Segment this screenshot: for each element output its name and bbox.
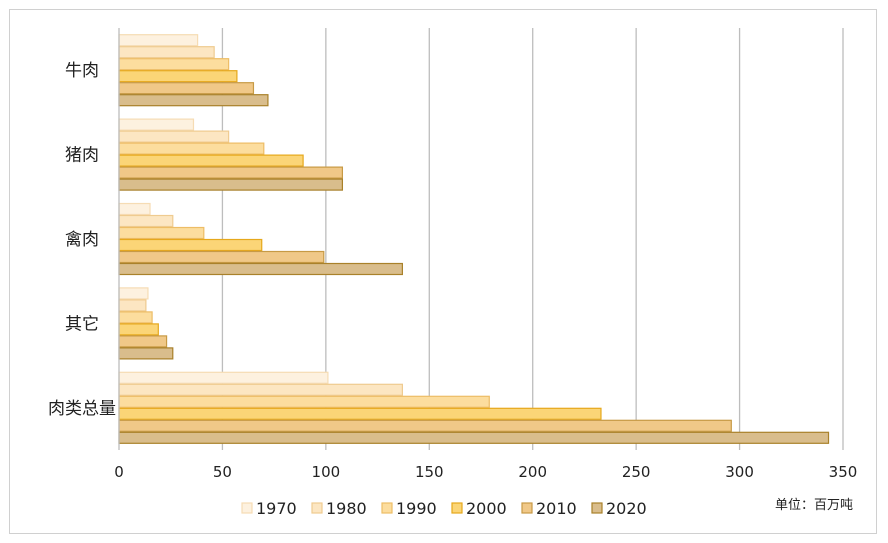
bar-2020-2 — [118, 262, 403, 276]
category-label: 肉类总量 — [48, 399, 116, 419]
bar-2010-0 — [118, 82, 255, 95]
bar-1970-0 — [118, 34, 199, 47]
bar-2000-2 — [118, 238, 263, 252]
x-tick-label: 50 — [213, 463, 232, 481]
bar-group — [118, 34, 830, 444]
bar-1970-1 — [118, 118, 195, 131]
bar-2000-1 — [118, 154, 304, 167]
bar-2000-3 — [118, 323, 159, 336]
legend-swatch-2020 — [591, 502, 603, 514]
bar-2020-4 — [118, 431, 830, 444]
x-tick-label: 150 — [415, 463, 444, 481]
x-tick-label: 300 — [725, 463, 754, 481]
bar-1970-2 — [118, 202, 151, 216]
legend-label: 1990 — [396, 499, 437, 518]
bar-1980-2 — [118, 214, 174, 228]
bar-1990-1 — [118, 142, 265, 155]
bar-1980-1 — [118, 130, 230, 143]
legend-swatch-1980 — [311, 502, 323, 514]
x-tick-label: 100 — [312, 463, 341, 481]
bar-2020-1 — [118, 178, 344, 191]
category-label: 猪肉 — [65, 146, 99, 166]
legend: 1970 1980 1990 2000 2010 2020 — [241, 499, 647, 518]
legend-swatch-2010 — [521, 502, 533, 514]
legend-swatch-2000 — [451, 502, 463, 514]
grid-lines — [221, 28, 844, 450]
bar-2000-4 — [118, 407, 602, 420]
bar-2010-2 — [118, 250, 325, 264]
category-label: 禽肉 — [65, 230, 99, 250]
x-tick-label: 0 — [114, 463, 124, 481]
legend-label: 2010 — [536, 499, 577, 518]
legend-swatch-1970 — [241, 502, 253, 514]
legend-label: 1980 — [326, 499, 367, 518]
bar-2020-3 — [118, 347, 174, 360]
legend-swatch-1990 — [381, 502, 393, 514]
bar-2000-0 — [118, 70, 238, 83]
bar-2010-4 — [118, 419, 732, 432]
legend-label: 1970 — [256, 499, 297, 518]
legend-label: 2020 — [606, 499, 647, 518]
x-tick-label: 200 — [518, 463, 547, 481]
bar-1970-4 — [118, 371, 329, 384]
bar-1980-4 — [118, 383, 403, 396]
bar-1990-4 — [118, 395, 490, 408]
unit-label: 单位：百万吨 — [775, 498, 853, 513]
bar-2020-0 — [118, 94, 269, 107]
bar-1980-0 — [118, 46, 215, 59]
legend-label: 2000 — [466, 499, 507, 518]
bar-2010-1 — [118, 166, 344, 179]
category-label: 其它 — [65, 314, 99, 334]
x-tick-label: 350 — [829, 463, 858, 481]
bar-1980-3 — [118, 299, 147, 312]
bar-1990-3 — [118, 311, 153, 324]
bar-1990-2 — [118, 226, 205, 240]
x-tick-label: 250 — [622, 463, 651, 481]
bar-1970-3 — [118, 287, 149, 300]
category-label: 牛肉 — [65, 61, 99, 81]
bar-1990-0 — [118, 58, 230, 71]
bar-2010-3 — [118, 335, 168, 348]
chart-frame: 0 50 100 150 200 250 300 350 牛肉 猪肉 禽肉 其它 肉类总量 1970 1… — [9, 9, 877, 534]
x-axis: 0 50 100 150 200 250 300 350 — [114, 28, 857, 481]
